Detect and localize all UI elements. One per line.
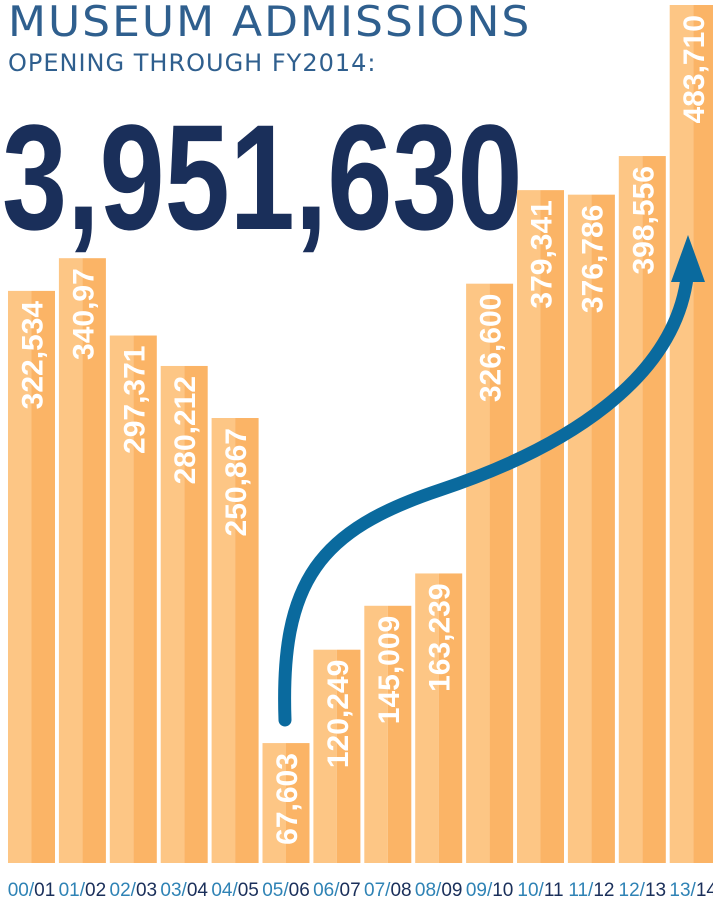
bar-light-half (313, 649, 337, 863)
bar-dark-half (184, 365, 208, 863)
x-tick-label: 05/06 (262, 880, 310, 901)
x-tick-labels: 00/01 01/02 02/03 03/04 04/05 05/06 06/07 07/08… (8, 880, 713, 901)
bar-value-label: 398,556 (627, 166, 660, 274)
bar-light-half (669, 5, 694, 863)
x-tick-label: 10/11 (517, 880, 563, 901)
bar-dark-half (235, 418, 259, 863)
bar-light-half (567, 194, 592, 863)
bar-11/12 (567, 194, 615, 863)
bar-light-half (262, 743, 286, 863)
total-admissions: 3,951,630 (2, 93, 523, 261)
trend-arrow-line (278, 261, 695, 727)
bar-value-label: 376,786 (576, 205, 609, 313)
bar-dark-half (438, 573, 463, 863)
bar-value-label: 326,600 (475, 294, 508, 402)
bar-09/10 (466, 283, 514, 863)
bar-04/05 (211, 418, 259, 863)
bar-08/09 (415, 573, 463, 863)
bar-light-half (160, 365, 185, 863)
bar-light-half (211, 418, 236, 863)
bar-13/14 (669, 5, 713, 863)
x-tick-label: 11/12 (568, 880, 614, 901)
bar-dark-half (31, 290, 55, 863)
trend-arrow (278, 235, 705, 727)
x-tick-label: 08/09 (415, 880, 463, 901)
x-tick-label: 06/07 (313, 880, 361, 901)
x-tick-label: 03/04 (160, 880, 208, 901)
bar-dark-half (387, 605, 412, 863)
x-tick-label: 01/02 (59, 880, 107, 901)
bar-value-label: 120,249 (322, 660, 355, 768)
bar-value-label: 297,371 (118, 346, 151, 454)
bar-light-half (415, 573, 439, 863)
bar-light-half (618, 156, 643, 864)
bar-dark-half (82, 258, 106, 863)
bar-value-label: 250,867 (220, 428, 253, 536)
bar-value-label: 280,212 (169, 376, 202, 484)
bar-light-half (109, 335, 134, 864)
x-tick-label: 00/01 (8, 880, 56, 901)
bar-light-half (517, 190, 541, 864)
x-tick-label: 09/10 (466, 880, 514, 901)
x-tick-label: 04/05 (211, 880, 259, 901)
bar-value-label: 379,341 (526, 200, 559, 308)
bar-dark-half (286, 743, 310, 863)
x-tick-label: 13/14 (669, 880, 713, 901)
bar-dark-half (540, 190, 564, 864)
bar-03/04 (160, 365, 208, 863)
bar-12/13 (618, 156, 666, 864)
bar-dark-half (693, 5, 713, 863)
x-tick-label: 07/08 (364, 880, 412, 901)
chart-title: MUSEUM ADMISSIONS (8, 0, 532, 47)
bars-group (8, 5, 713, 864)
bar-light-half (466, 283, 490, 863)
x-tick-label: 02/03 (110, 880, 158, 901)
bar-value-label: 322,534 (17, 301, 50, 410)
bar-labels-group: 322,534 340,97 297,371 280,212 250,867 67,603… (17, 15, 712, 845)
bar-value-label: 67,603 (271, 753, 304, 845)
bar-02/03 (109, 335, 157, 864)
bar-value-label: 483,710 (678, 15, 711, 123)
bar-dark-half (591, 194, 615, 863)
bar-light-half (8, 290, 32, 863)
bar-dark-half (336, 649, 361, 863)
bar-light-half (364, 605, 388, 863)
bar-light-half (58, 258, 83, 863)
bar-dark-half (489, 283, 514, 863)
bar-value-label: 145,009 (373, 616, 406, 724)
trend-arrow-head (671, 235, 705, 282)
bar-00/01 (8, 290, 55, 863)
bar-dark-half (642, 156, 666, 864)
bar-value-label: 340,97 (67, 268, 100, 360)
bar-05/06 (262, 743, 310, 863)
bar-dark-half (133, 335, 157, 864)
bar-01/02 (58, 258, 106, 863)
bar-value-label: 163,239 (424, 583, 457, 691)
bar-10/11 (517, 190, 564, 864)
chart-subtitle: OPENING THROUGH FY2014: (8, 49, 377, 77)
bar-07/08 (364, 605, 412, 863)
bar-06/07 (313, 649, 361, 863)
x-tick-label: 12/13 (619, 880, 667, 901)
